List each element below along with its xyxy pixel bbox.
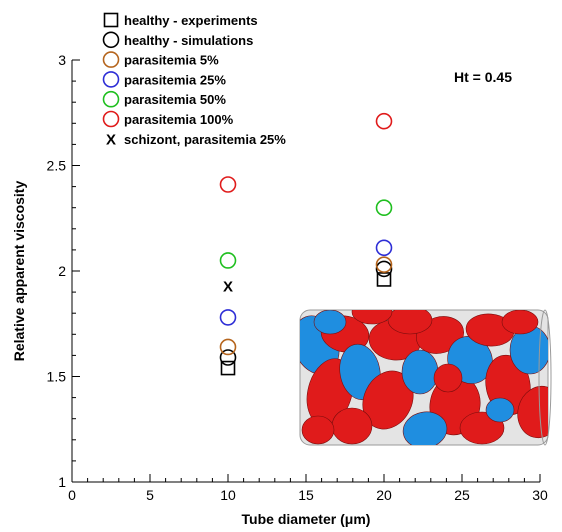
x-tick-label: 30 — [532, 487, 548, 503]
healthy-cell — [433, 363, 463, 393]
data-points: X — [219, 112, 393, 376]
data-point — [375, 239, 393, 257]
data-point — [219, 338, 237, 356]
y-tick-label: 1 — [58, 474, 66, 490]
healthy-cell — [387, 310, 433, 335]
hematocrit-annotation: Ht = 0.45 — [454, 69, 512, 85]
data-point: X — [223, 278, 233, 295]
healthy-cell — [301, 415, 335, 445]
cell-cluster — [300, 310, 548, 445]
legend-label: healthy - simulations — [124, 33, 253, 48]
data-point — [220, 360, 236, 376]
infected-cell — [401, 349, 439, 395]
legend-marker: X — [106, 131, 116, 148]
healthy-cell — [331, 407, 373, 445]
x-tick-label: 25 — [454, 487, 470, 503]
legend-marker — [102, 31, 120, 49]
data-point — [219, 176, 237, 193]
data-point — [219, 252, 237, 269]
legend-label: parasitemia 25% — [124, 72, 226, 87]
legend-label: parasitemia 50% — [124, 92, 226, 107]
data-point — [375, 199, 393, 216]
data-point — [375, 256, 393, 273]
data-point — [375, 260, 393, 278]
legend: healthy - experiments healthy - simulatio… — [102, 12, 286, 148]
tube-end — [538, 309, 552, 446]
healthy-cell — [362, 370, 414, 430]
x-axis-title: Tube diameter (μm) — [242, 511, 371, 527]
tube-rbc-inset-illustration — [299, 309, 552, 446]
infected-cell — [402, 411, 448, 445]
healthy-cell — [501, 310, 539, 335]
legend-marker — [102, 51, 120, 68]
legend-label: parasitemia 100% — [124, 112, 234, 127]
y-tick-label: 3 — [58, 52, 66, 68]
data-point — [375, 112, 393, 130]
y-tick-label: 1.5 — [47, 369, 67, 385]
legend-marker — [103, 12, 119, 28]
legend-label: parasitemia 5% — [124, 53, 219, 68]
infected-cell — [313, 310, 347, 335]
x-tick-label: 5 — [146, 487, 154, 503]
x-tick-label: 20 — [376, 487, 392, 503]
legend-marker — [102, 90, 120, 108]
tick-labels: 0 5 10 15 20 25 30 1 1.5 2 2.5 3 — [47, 52, 548, 503]
x-tick-label: 15 — [298, 487, 314, 503]
legend-marker — [102, 110, 120, 128]
axes — [71, 59, 541, 483]
x-tick-label: 10 — [220, 487, 236, 503]
data-point — [219, 309, 237, 326]
y-tick-label: 2.5 — [47, 158, 67, 174]
infected-cell — [485, 397, 515, 423]
x-tick-label: 0 — [68, 487, 76, 503]
healthy-cell — [351, 310, 393, 325]
y-tick-label: 2 — [58, 263, 66, 279]
legend-marker — [102, 71, 120, 88]
legend-label: schizont, parasitemia 25% — [124, 132, 286, 147]
data-point — [219, 349, 237, 366]
y-axis-title: Relative apparent viscosity — [11, 181, 27, 362]
legend-label: healthy - experiments — [124, 13, 258, 28]
